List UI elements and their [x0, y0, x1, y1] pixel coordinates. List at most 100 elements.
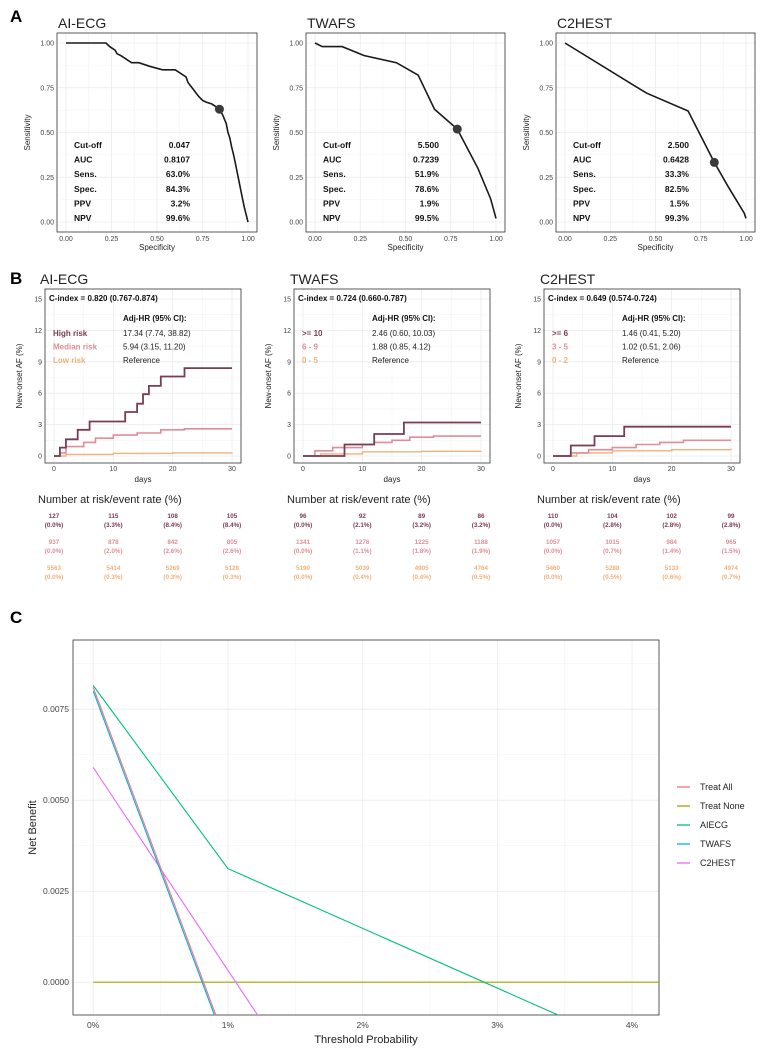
at-risk-count: 1015 — [605, 539, 620, 546]
event-rate: (3.3%) — [104, 522, 123, 529]
number-at-risk-title: Number at risk/event rate (%) — [38, 494, 182, 506]
km-title: AI-ECG — [40, 271, 88, 287]
y-tick-label: 0.50 — [289, 130, 303, 137]
y-tick-label: 6 — [38, 391, 42, 398]
x-tick-label: 0.25 — [603, 236, 617, 243]
stat-label: NPV — [323, 213, 341, 223]
y-axis-title: Sensitivity — [272, 114, 281, 150]
event-rate: (2.8%) — [722, 522, 741, 529]
y-tick-label: 0.75 — [539, 85, 553, 92]
hazard-ratio-value: 2.46 (0.60, 10.03) — [372, 329, 435, 338]
event-rate: (0.0%) — [294, 574, 313, 581]
at-risk-count: 1276 — [355, 539, 370, 546]
x-tick-label: 10 — [358, 466, 366, 473]
y-tick-label: 0.00 — [539, 220, 553, 227]
c-index-label: C-index = 0.820 (0.767-0.874) — [49, 294, 158, 303]
risk-group-label: >= 6 — [552, 329, 569, 338]
stat-value: 1.5% — [670, 198, 690, 208]
stat-value: 1.9% — [420, 198, 440, 208]
stat-value: 2.500 — [668, 140, 690, 150]
roc-panel-aiecg: AI-ECG 0.00 0.00 0.25 0.25 0.50 0.50 0.75 0.75 1… — [23, 15, 258, 252]
stat-label: PPV — [573, 198, 590, 208]
hazard-ratio-value: Reference — [372, 356, 409, 365]
y-tick-label: 0.50 — [539, 130, 553, 137]
y-tick-label: 12 — [283, 328, 291, 335]
y-axis-title: New-onset AF (%) — [514, 343, 523, 408]
event-rate: (0.5%) — [603, 574, 622, 581]
km-panel-twafs: TWAFS 0 10 20 30 0 3 6 9 12 15 C-index = 0.724 (0.… — [264, 271, 491, 581]
y-tick-label: 9 — [537, 359, 541, 366]
dca-line-aiecg — [92, 685, 559, 1016]
x-tick-label: 0 — [551, 466, 555, 473]
event-rate: (2.0%) — [104, 548, 123, 555]
roc-title: C2HEST — [557, 15, 613, 31]
cutoff-point — [452, 124, 462, 134]
y-tick-label: 0.0025 — [43, 886, 69, 896]
x-tick-label: 30 — [727, 466, 735, 473]
y-tick-label: 6 — [287, 391, 291, 398]
c-index-label: C-index = 0.649 (0.574-0.724) — [548, 294, 657, 303]
dca-line-twafs — [92, 690, 215, 1016]
y-tick-label: 0.0000 — [43, 977, 69, 987]
stat-label: AUC — [74, 155, 92, 165]
event-rate: (0.0%) — [294, 548, 313, 555]
stat-value: 84.3% — [166, 184, 191, 194]
x-tick-label: 0.00 — [308, 236, 322, 243]
risk-group-label: Median risk — [53, 343, 98, 352]
event-rate: (0.3%) — [223, 574, 242, 581]
km-curve-median — [54, 428, 232, 457]
c-index-label: C-index = 0.724 (0.660-0.787) — [298, 294, 407, 303]
roc-title: AI-ECG — [58, 15, 106, 31]
y-tick-label: 0 — [287, 454, 291, 461]
risk-group-label: >= 10 — [302, 329, 323, 338]
number-at-risk-title: Number at risk/event rate (%) — [537, 494, 681, 506]
event-rate: (3.2%) — [472, 522, 491, 529]
km-panel-c2hest: C2HEST 0 10 20 30 0 3 6 9 12 15 C-index = 0.649 (0… — [514, 271, 741, 581]
event-rate: (1.4%) — [662, 548, 681, 555]
at-risk-count: 5414 — [106, 565, 121, 572]
x-tick-label: 20 — [169, 466, 177, 473]
km-curve-high — [54, 367, 232, 457]
risk-group-label: 3 - 5 — [552, 343, 569, 352]
y-tick-label: 1.00 — [289, 41, 303, 48]
at-risk-count: 5128 — [225, 565, 240, 572]
at-risk-count: 105 — [227, 513, 238, 520]
legend-label: Treat None — [700, 801, 745, 811]
cutoff-point — [709, 157, 719, 167]
x-tick-label: 1.00 — [489, 236, 503, 243]
x-tick-label: 0.50 — [150, 236, 164, 243]
legend-label: TWAFS — [700, 839, 731, 849]
at-risk-count: 104 — [607, 513, 618, 520]
event-rate: (1.8%) — [412, 548, 431, 555]
km-curve-low — [553, 448, 732, 457]
km-title: C2HEST — [540, 271, 596, 287]
y-tick-label: 15 — [283, 297, 291, 304]
roc-curve — [66, 42, 249, 223]
at-risk-count: 110 — [548, 513, 559, 520]
y-tick-label: 9 — [287, 359, 291, 366]
plot-frame — [543, 288, 741, 464]
stat-label: Sens. — [323, 169, 346, 179]
event-rate: (0.0%) — [544, 574, 563, 581]
event-rate: (0.6%) — [662, 574, 681, 581]
decision-curve-panel: 0% 1% 2% 3% 4% 0.0000 0.0025 0.0050 0.0075 Thresh… — [27, 639, 745, 1046]
y-tick-label: 0.75 — [289, 85, 303, 92]
y-tick-label: 0.0075 — [43, 704, 69, 714]
stat-label: NPV — [573, 213, 591, 223]
x-tick-label: 0.75 — [444, 236, 458, 243]
event-rate: (8.4%) — [163, 522, 182, 529]
y-tick-label: 0 — [537, 454, 541, 461]
y-tick-label: 15 — [34, 297, 42, 304]
km-curve-median — [553, 439, 731, 457]
at-risk-count: 1188 — [474, 539, 488, 546]
at-risk-count: 1225 — [415, 539, 430, 546]
stat-value: 99.5% — [415, 213, 440, 223]
event-rate: (0.3%) — [104, 574, 123, 581]
hazard-ratio-value: 5.94 (3.15, 11.20) — [123, 343, 186, 352]
x-tick-label: 3% — [491, 1020, 504, 1030]
at-risk-count: 102 — [666, 513, 677, 520]
y-tick-label: 9 — [38, 359, 42, 366]
x-axis-title: days — [384, 475, 401, 484]
at-risk-count: 108 — [167, 513, 178, 520]
risk-group-label: High risk — [53, 329, 88, 338]
